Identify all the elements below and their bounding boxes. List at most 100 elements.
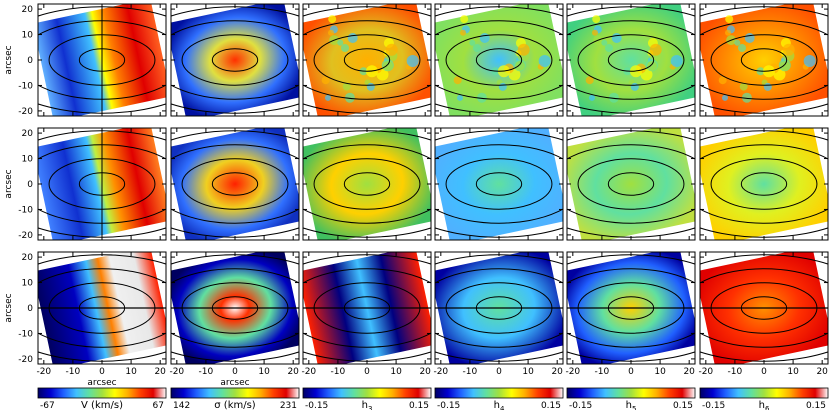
map-texture-blob	[460, 29, 466, 36]
map-texture-blob	[725, 15, 734, 24]
x-tick-label: 20	[683, 367, 695, 377]
isophote-contour	[700, 144, 828, 224]
isophote-contour	[607, 172, 655, 196]
colorbar-symbol: σ (km/s)	[214, 400, 256, 410]
colorbar-gradient	[566, 387, 696, 399]
y-axis-label: arcsec	[4, 169, 14, 198]
colorbar-max-label: 0.15	[409, 401, 429, 410]
colorbar-gradient	[302, 387, 432, 399]
map-texture-blob	[611, 33, 622, 43]
isophote-contour	[475, 48, 523, 72]
isophote-contour	[740, 172, 788, 196]
x-tick-label: 0	[99, 367, 105, 377]
colorbar-quantity-label: h4	[494, 400, 505, 410]
isophote-contour	[435, 268, 563, 348]
colorbar-symbol: h	[494, 400, 500, 410]
y-tick-label: 20	[22, 129, 34, 139]
isophote-contour	[303, 144, 431, 224]
colorbar-h6: -0.15 0.15 h6	[699, 387, 829, 410]
map-texture-blob	[347, 33, 358, 43]
panel-r1-h3	[302, 3, 432, 117]
colorbar-quantity-label: V (km/s)	[81, 400, 123, 410]
x-axis: -20 -10 0 10 20 -20 -10 0 10 20 -20 -10 0 10 20 -20 -10 0…	[36, 367, 828, 388]
map-texture-blob	[592, 15, 601, 24]
isophote-contour	[313, 34, 421, 86]
colorbar-min-label: -0.15	[569, 401, 592, 410]
panel-r3-h6	[699, 251, 829, 365]
velocity-map-fill	[567, 128, 695, 240]
map-texture-blob	[803, 55, 816, 67]
colorbar-symbol: h	[362, 400, 368, 410]
isophote-contour	[171, 144, 299, 224]
x-tick-label: 0	[364, 367, 370, 377]
x-tick-label: 0	[232, 367, 238, 377]
x-tick-label: 10	[125, 367, 137, 377]
x-axis-label: arcsec	[220, 378, 249, 388]
colorbar-h4: -0.15 0.15 h4	[434, 387, 564, 410]
map-texture-blob	[763, 82, 772, 91]
map-texture-blob	[538, 55, 551, 67]
isophote-contour	[303, 20, 431, 100]
velocity-map-fill	[700, 128, 828, 240]
colorbar-subscript: 6	[765, 405, 770, 410]
y-axis-label: arcsec	[4, 293, 14, 322]
x-tick-label: 10	[654, 367, 666, 377]
x-tick-label: -10	[595, 367, 610, 377]
isophote-contour	[343, 172, 391, 196]
x-tick-label: -20	[301, 367, 316, 377]
map-texture-blob	[453, 76, 462, 85]
colorbar-quantity-label: h6	[759, 400, 770, 410]
map-texture-blob	[341, 44, 349, 52]
map-texture-blob	[474, 82, 483, 91]
map-texture-blob	[608, 92, 619, 103]
y-tick-label: 0	[27, 180, 33, 190]
map-texture-blob	[476, 92, 487, 103]
map-texture-blob	[321, 76, 330, 85]
y-tick-label: -20	[18, 355, 33, 365]
panel-grid	[37, 3, 829, 365]
panel-r1-h6	[699, 3, 829, 117]
map-texture-blob	[337, 39, 344, 46]
colorbar-subscript: 4	[500, 405, 505, 410]
map-texture-blob	[718, 76, 727, 85]
panel-r2-h4	[434, 127, 564, 241]
panel-r2-h5	[566, 127, 696, 241]
map-texture-blob	[342, 82, 351, 91]
velocity-map-fill	[435, 128, 563, 240]
isophote-contour	[577, 158, 685, 210]
y-tick-label: 20	[22, 5, 34, 15]
velocity-map-fill	[171, 128, 299, 240]
x-tick-label: -20	[433, 367, 448, 377]
isophote-contour	[567, 20, 695, 100]
panel-r1-v	[37, 3, 167, 117]
map-texture-blob	[366, 82, 375, 91]
isophote-contour	[343, 48, 391, 72]
colorbar-max-label: 67	[153, 401, 164, 410]
map-texture-blob	[457, 94, 463, 101]
isophote-contour	[445, 158, 553, 210]
panel-r1-h4	[434, 3, 564, 117]
x-axis-label: arcsec	[87, 378, 116, 388]
map-texture-blob	[589, 94, 595, 101]
panel-r1-sigma	[170, 3, 300, 117]
x-tick-label: 20	[154, 367, 166, 377]
panel-r3-h5	[566, 251, 696, 365]
panel-r2-h3	[302, 127, 432, 241]
map-texture-blob	[670, 55, 683, 67]
y-tick-label: 10	[22, 31, 34, 41]
isophote-contour	[171, 268, 299, 348]
y-tick-label: 0	[27, 304, 33, 314]
panel-r3-sigma	[170, 251, 300, 365]
map-texture-blob	[592, 29, 598, 36]
colorbar-min-label: -0.15	[437, 401, 460, 410]
map-texture-blob	[739, 82, 748, 91]
x-tick-label: 0	[628, 367, 634, 377]
colorbar-max-label: 0.15	[673, 401, 693, 410]
x-tick-label: 0	[761, 367, 767, 377]
colorbar-subscript: 3	[368, 405, 372, 410]
isophote-contour	[38, 268, 166, 348]
map-texture-blob	[722, 94, 728, 101]
isophote-contour	[700, 20, 828, 100]
